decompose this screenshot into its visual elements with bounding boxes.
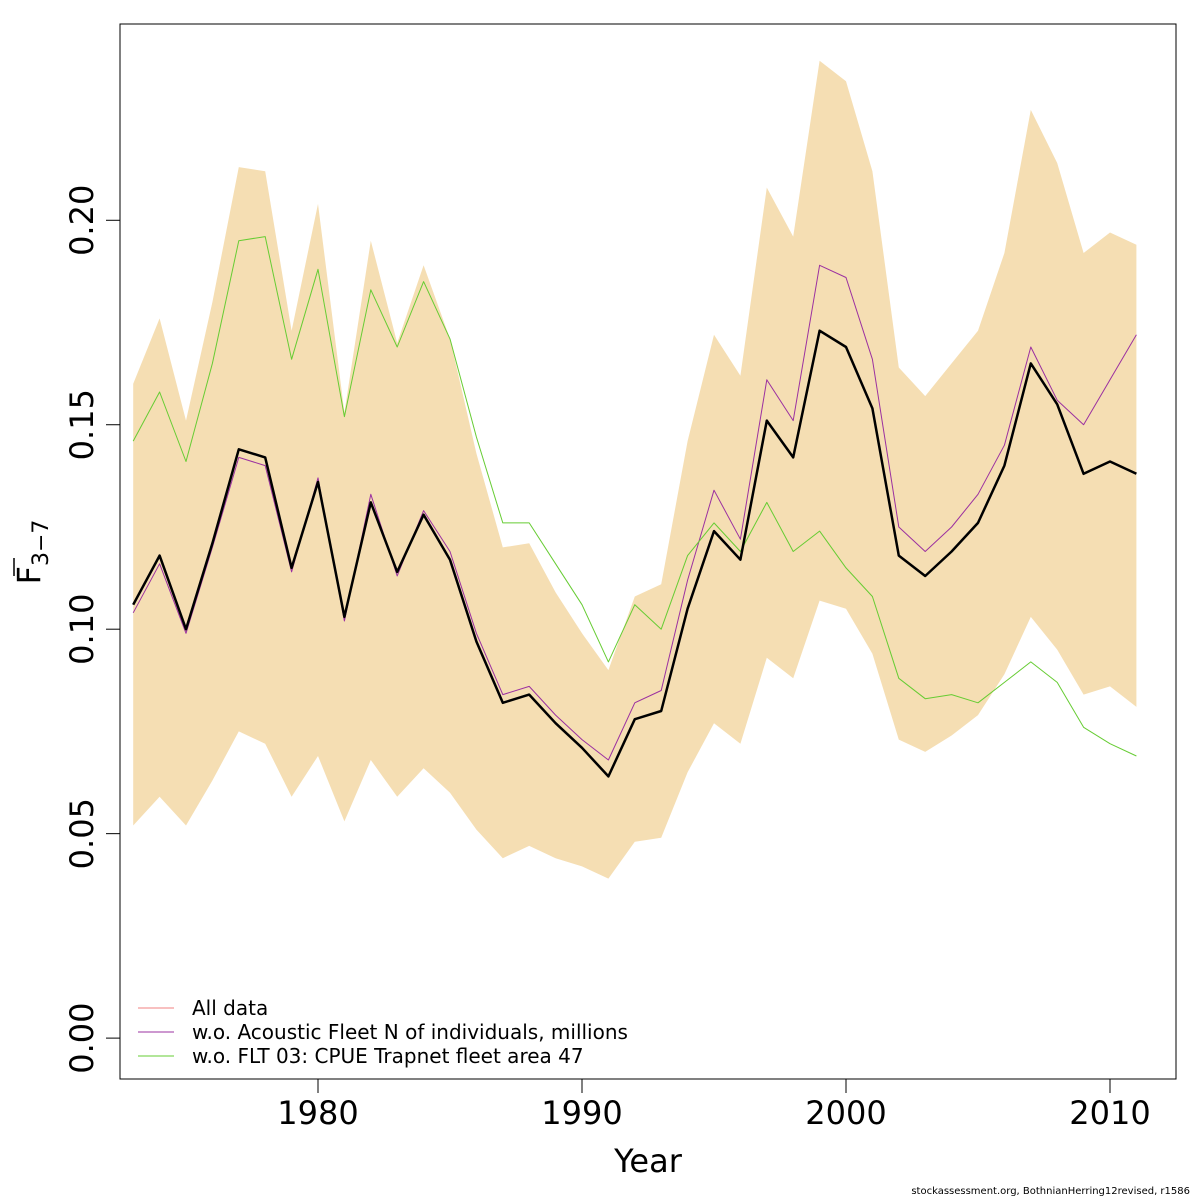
legend-label: w.o. Acoustic Fleet N of individuals, mi…: [192, 1020, 628, 1044]
confidence-band-layer: [133, 60, 1137, 879]
legend-label: w.o. FLT 03: CPUE Trapnet fleet area 47: [192, 1044, 584, 1068]
x-tick-label: 2010: [1069, 1094, 1150, 1132]
series-line-0: [132, 329, 1137, 778]
svg-text:F3−7: F3−7: [10, 520, 54, 585]
y-axis-title: F3−7: [10, 520, 54, 585]
x-axis: 1980 1990 2000 2010: [277, 1078, 1151, 1132]
y-axis-title-base: F: [10, 566, 48, 584]
y-tick-label: 0.05: [63, 798, 101, 869]
y-tick-label: 0.10: [63, 594, 101, 665]
y-axis-title-subscript: 3−7: [29, 520, 54, 566]
x-tick-label: 1990: [541, 1094, 622, 1132]
y-tick-label: 0.20: [63, 185, 101, 256]
series-layer: [132, 236, 1137, 778]
legend-label: All data: [192, 996, 268, 1020]
y-axis: 0.00 0.05 0.10 0.15 0.20: [63, 185, 121, 1074]
x-axis-title: Year: [613, 1142, 683, 1180]
x-tick-label: 1980: [277, 1094, 358, 1132]
footer-credit: stockassessment.org, BothnianHerring12re…: [911, 1186, 1190, 1197]
y-tick-label: 0.00: [63, 1002, 101, 1073]
confidence-band: [133, 60, 1137, 879]
y-tick-label: 0.15: [63, 389, 101, 460]
x-tick-label: 2000: [805, 1094, 886, 1132]
series-line-2: [132, 236, 1137, 757]
